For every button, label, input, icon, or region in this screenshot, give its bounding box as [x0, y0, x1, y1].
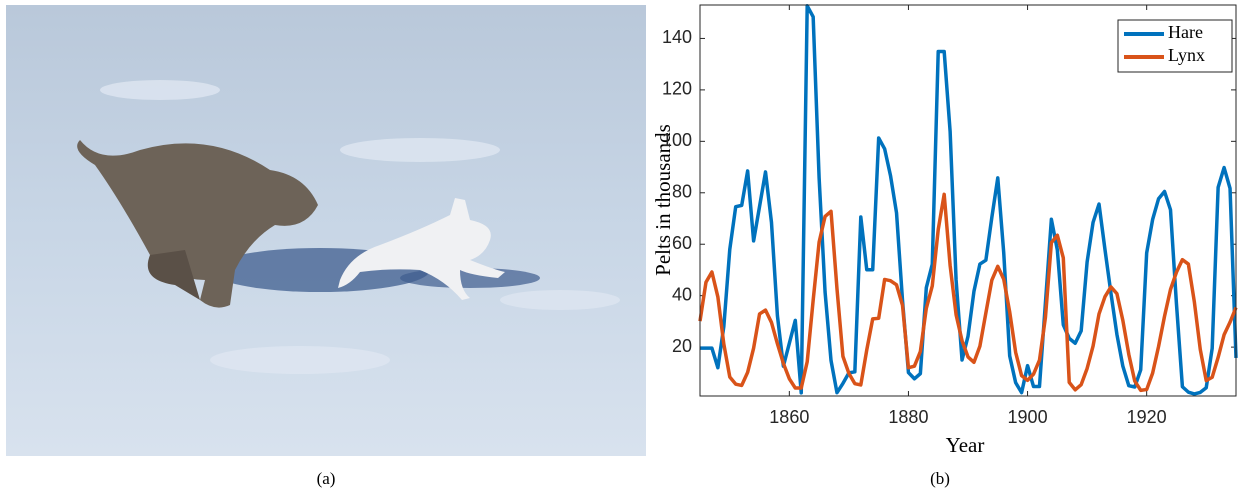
x-tick-label: 1880 [888, 407, 928, 427]
x-tick-label: 1860 [769, 407, 809, 427]
y-tick-label: 120 [662, 79, 692, 99]
caption: (a) [317, 469, 336, 488]
x-tick-label: 1920 [1127, 407, 1167, 427]
y-axis-label: Pelts in thousands [651, 124, 675, 276]
axes-box [699, 4, 1237, 397]
caption: (b) [930, 469, 950, 488]
line-series [700, 4, 1238, 396]
x-tick-label: 1900 [1008, 407, 1048, 427]
y-tick-label: 100 [662, 130, 692, 150]
legend-label: Lynx [1168, 45, 1205, 65]
y-tick-label: 40 [672, 284, 692, 304]
legend-box [1117, 19, 1233, 73]
y-tick-label: 140 [662, 27, 692, 47]
line-series [698, 192, 1238, 393]
photo [6, 5, 646, 456]
y-tick-label: 80 [672, 182, 692, 202]
x-axis-label: Year [946, 433, 985, 457]
y-tick-label: 60 [672, 233, 692, 253]
y-tick-label: 20 [672, 336, 692, 356]
legend-label: Hare [1168, 22, 1203, 42]
